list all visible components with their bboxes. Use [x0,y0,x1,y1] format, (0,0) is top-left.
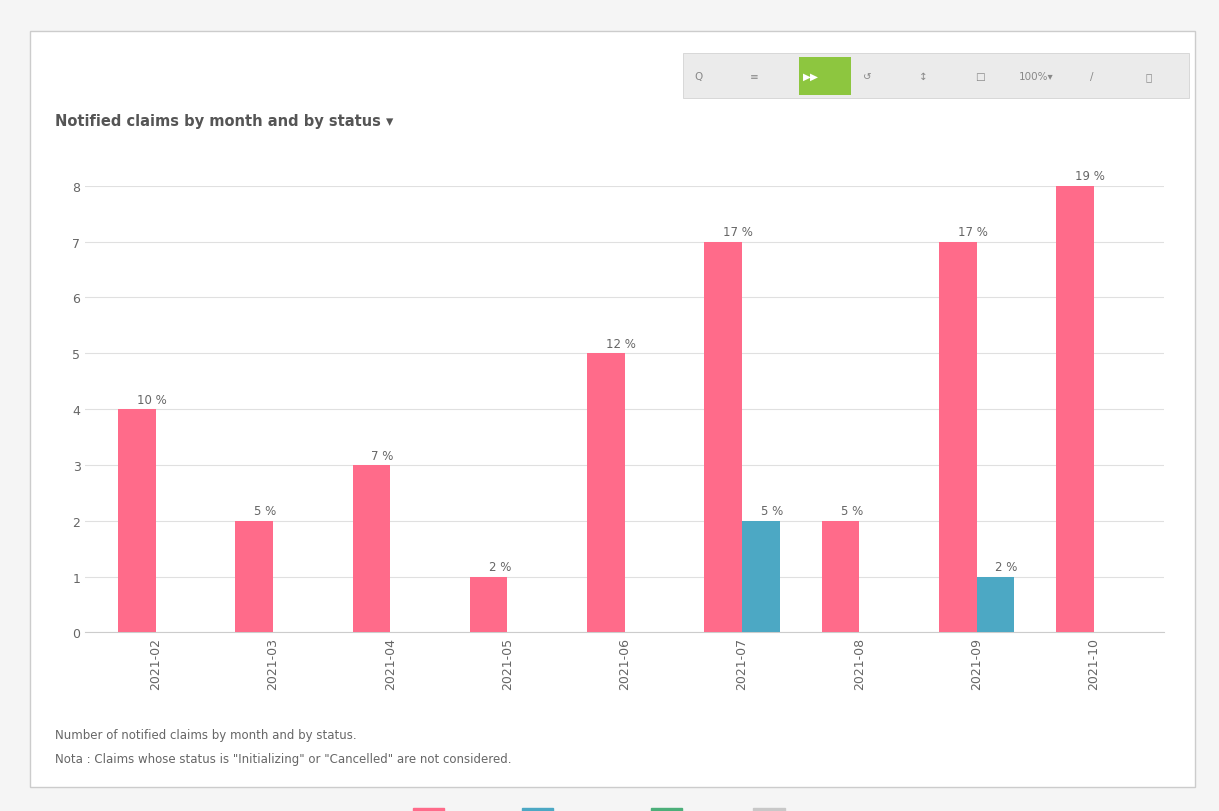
Text: 5 %: 5 % [255,504,277,517]
Bar [1056,187,1093,633]
Bar [705,242,742,633]
Text: ⧉: ⧉ [1145,71,1151,82]
Legend: Opened, In progress, Solved, Closed: Opened, In progress, Solved, Closed [412,809,837,811]
Bar [822,521,859,633]
Text: 100%▾: 100%▾ [1018,71,1053,82]
Bar [471,577,507,633]
Text: ▶▶: ▶▶ [803,71,819,82]
Text: □: □ [975,71,985,82]
Text: 12 %: 12 % [606,337,636,350]
Text: ≡: ≡ [751,71,759,82]
Text: 7 %: 7 % [372,449,394,462]
Text: 17 %: 17 % [723,226,753,239]
Text: 2 %: 2 % [489,560,511,573]
Text: Notified claims by month and by status ▾: Notified claims by month and by status ▾ [55,114,394,129]
Bar [588,354,625,633]
Text: 5 %: 5 % [761,504,783,517]
Text: 5 %: 5 % [841,504,863,517]
Bar [742,521,779,633]
Text: 10 %: 10 % [137,393,167,406]
Text: ↕: ↕ [919,71,928,82]
Bar [352,466,390,633]
Text: 17 %: 17 % [958,226,987,239]
Text: Nota : Claims whose status is "Initializing" or "Cancelled" are not considered.: Nota : Claims whose status is "Initializ… [55,753,511,766]
Text: 2 %: 2 % [995,560,1018,573]
Bar [939,242,976,633]
Bar [976,577,1014,633]
Text: ↺: ↺ [863,71,872,82]
Text: Number of notified claims by month and by status.: Number of notified claims by month and b… [55,728,356,741]
Text: 19 %: 19 % [1075,170,1104,183]
Bar [235,521,273,633]
Text: Q: Q [695,71,702,82]
Bar [118,410,156,633]
Text: /: / [1090,71,1093,82]
